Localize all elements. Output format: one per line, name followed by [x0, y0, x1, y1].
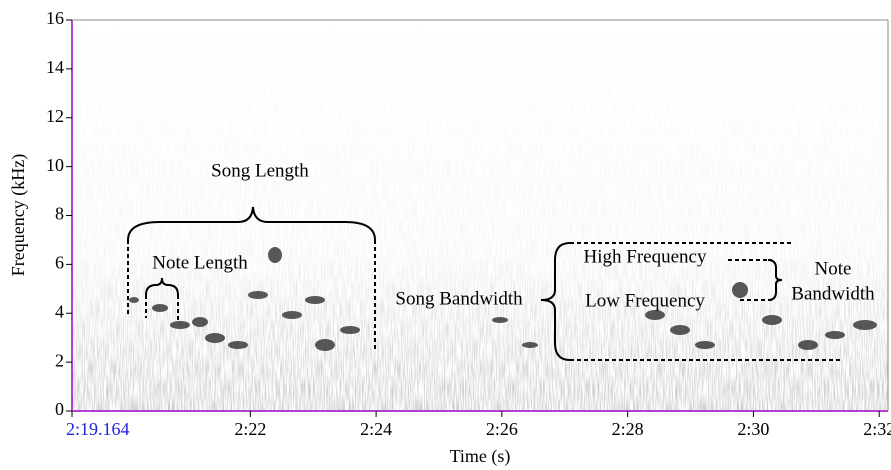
- annotation: Song Length: [211, 160, 309, 181]
- x-tick-label: 2:19.164: [66, 419, 130, 439]
- x-tick-label: 2:24: [360, 419, 392, 439]
- brace: [767, 259, 783, 301]
- x-tick-label: 2:32: [863, 419, 891, 439]
- annotation: Song Bandwidth: [395, 288, 523, 309]
- y-axis-label: Frequency (kHz): [8, 154, 29, 276]
- x-tick-label: 2:28: [612, 419, 644, 439]
- x-tick-label: 2:26: [486, 419, 518, 439]
- y-tick-label: 2: [55, 350, 64, 370]
- brace: [540, 242, 571, 361]
- y-tick-label: 16: [46, 8, 64, 28]
- spectrogram: [72, 20, 888, 411]
- y-tick-label: 10: [46, 155, 64, 175]
- x-axis-label: Time (s): [450, 446, 511, 467]
- annotations: Song Length Note Length Song Bandwidth H…: [127, 160, 875, 361]
- y-tick-label: 0: [55, 399, 64, 419]
- annotation: High Frequency: [584, 246, 707, 267]
- y-tick-label: 14: [46, 57, 64, 77]
- x-tick-label: 2:22: [234, 419, 266, 439]
- brace: [145, 277, 179, 296]
- annotation: Low Frequency: [585, 290, 705, 311]
- y-tick-label: 4: [55, 301, 64, 321]
- annotation: Note Length: [152, 252, 248, 273]
- x-tick-label: 2:30: [737, 419, 769, 439]
- annotation: Bandwidth: [791, 283, 875, 304]
- brace: [127, 206, 376, 241]
- y-tick-label: 6: [55, 253, 64, 273]
- annotation: Note: [815, 258, 852, 279]
- y-tick-label: 12: [46, 106, 64, 126]
- y-tick-label: 8: [55, 204, 64, 224]
